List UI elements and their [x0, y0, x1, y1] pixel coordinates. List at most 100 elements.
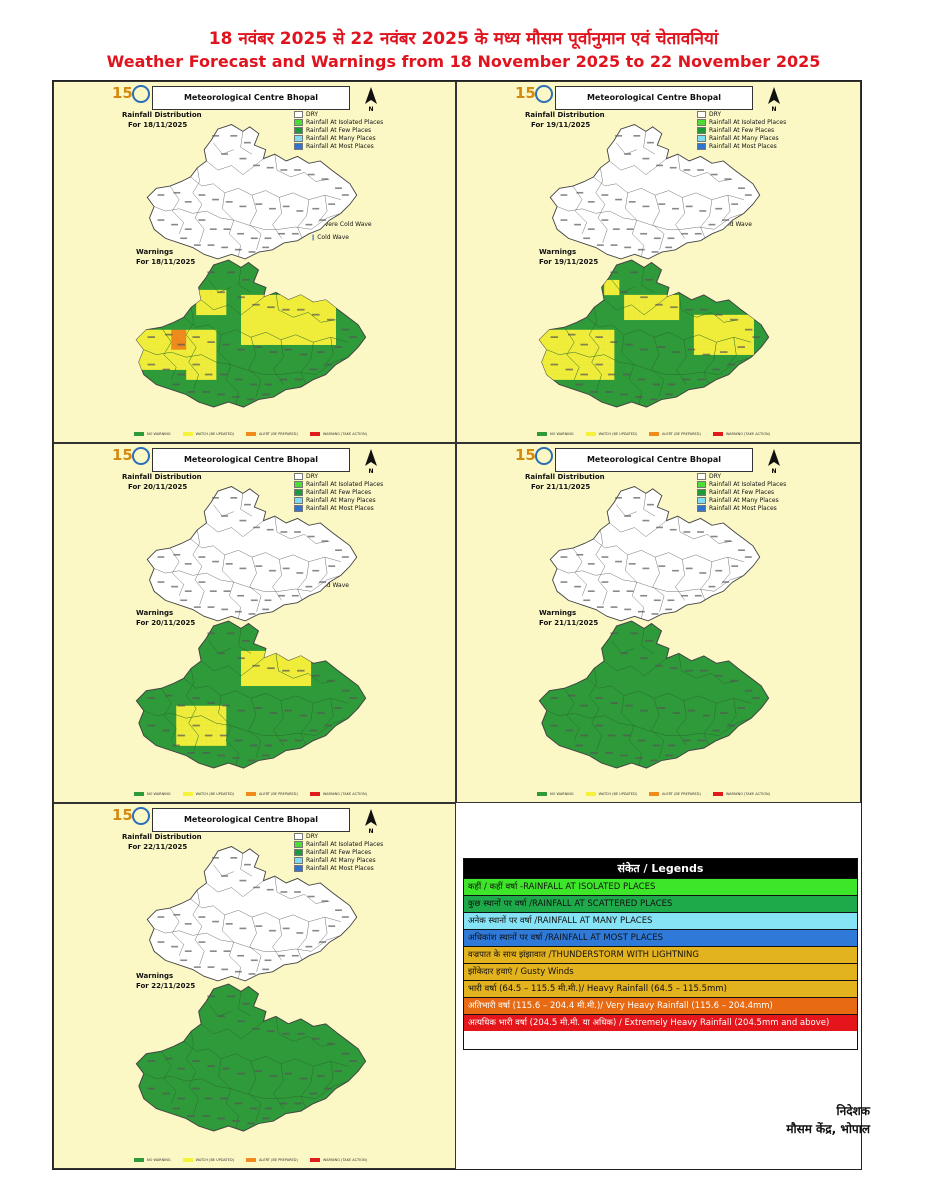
legend-swatch: [294, 472, 303, 480]
legend-label: Rainfall At Many Places: [709, 496, 779, 504]
district-boundaries: [143, 991, 349, 1129]
district-boundaries: [154, 853, 341, 979]
legend-row: कहीं / कहीं वर्षा -RAINFALL AT ISOLATED …: [464, 878, 857, 895]
warning-legend: NO WARNING WATCH (BE UPDATED) ALERT (BE PR…: [134, 1158, 367, 1162]
centre-name-box: Meteorological Centre Bhopal: [152, 448, 350, 472]
warnings-date: For 20/11/2025: [136, 619, 196, 627]
legend-label: Rainfall At Isolated Places: [709, 480, 787, 488]
rainfall-map: [549, 124, 761, 260]
rainfall-legend-item: Rainfall At Many Places: [294, 496, 383, 504]
warning-legend-item: NO WARNING: [537, 792, 574, 796]
warning-swatch: [537, 792, 547, 796]
north-arrow-icon: N: [764, 448, 784, 475]
rainfall-legend: DRY Rainfall At Isolated Places Rainfall A…: [294, 472, 383, 512]
warning-legend-item: WATCH (BE UPDATED): [182, 432, 235, 436]
rainfall-legend-item: Rainfall At Most Places: [294, 142, 383, 150]
imd-150-logo: 150: [515, 446, 557, 474]
warning-label: WARNING (TAKE ACTION): [725, 432, 770, 436]
north-arrow-icon: N: [764, 86, 784, 113]
legend-swatch: [697, 480, 706, 488]
warning-swatch: [309, 792, 320, 796]
centre-name-box: Meteorological Centre Bhopal: [555, 448, 753, 472]
district-labels: [157, 135, 349, 253]
legend-row: भारी वर्षा (64.5 – 115.5 मी.मी.)/ Heavy …: [464, 980, 857, 997]
warning-legend-item: WATCH (BE UPDATED): [585, 792, 637, 796]
legend-swatch: [697, 134, 706, 142]
warning-swatch: [585, 432, 596, 436]
legend-swatch: [294, 856, 303, 864]
district-boundaries: [546, 628, 752, 766]
north-label: N: [771, 468, 776, 474]
rainfall-title: Rainfall Distribution For 21/11/2025: [525, 472, 605, 492]
rainfall-title: Rainfall Distribution For 20/11/2025: [122, 472, 202, 492]
warning-swatch: [537, 432, 547, 436]
warning-label: WATCH (BE UPDATED): [195, 1158, 235, 1162]
forecast-panel-20: 150 Meteorological Centre Bhopal N Rainfall…: [53, 443, 456, 803]
warning-legend-item: WATCH (BE UPDATED): [182, 1158, 235, 1162]
logo-emblem-icon: [132, 85, 150, 103]
warning-legend-item: NO WARNING: [134, 1158, 171, 1162]
thermometer-icon: ǀ: [312, 234, 315, 241]
legend-row: अत्यधिक भारी वर्षा (204.5 मी.मी. या अधिक…: [464, 1014, 857, 1031]
warning-label: NO WARNING: [147, 792, 171, 796]
legend-swatch: [697, 472, 706, 480]
warning-label: WATCH (BE UPDATED): [195, 432, 235, 436]
district-boundaries: [557, 493, 744, 619]
rainfall-title: Rainfall Distribution For 18/11/2025: [122, 110, 202, 130]
north-arrow-icon: N: [361, 808, 381, 835]
warnings-date: For 21/11/2025: [539, 619, 599, 627]
legend-row: वज्रपात के साथ झंझावात /THUNDERSTORM WIT…: [464, 946, 857, 963]
warnings-map: [135, 983, 367, 1132]
legend-swatch: [294, 118, 303, 126]
warning-label: ALERT (BE PREPARED): [259, 1158, 298, 1162]
warnings-date: For 22/11/2025: [136, 982, 196, 990]
legend-label: Rainfall At Many Places: [306, 856, 376, 864]
district-boundaries: [154, 131, 341, 257]
warnings-map: [538, 620, 770, 769]
warning-legend-item: WARNING (TAKE ACTION): [309, 1158, 367, 1162]
legend-swatch: [697, 142, 706, 150]
forecast-grid: 150 Meteorological Centre Bhopal N Rainfall…: [52, 80, 862, 1170]
warning-swatch: [309, 432, 320, 436]
rainfall-legend-item: Rainfall At Few Places: [294, 488, 383, 496]
legend-label: Rainfall At Few Places: [709, 488, 775, 496]
legend-swatch: [294, 496, 303, 504]
warning-legend: NO WARNING WATCH (BE UPDATED) ALERT (BE PR…: [134, 792, 367, 796]
centre-name-box: Meteorological Centre Bhopal: [152, 808, 350, 832]
warning-legend-item: ALERT (BE PREPARED): [246, 792, 298, 796]
imd-150-logo: 150: [112, 806, 154, 834]
imd-150-logo: 150: [112, 84, 154, 112]
legend-label: DRY: [306, 472, 319, 480]
district-labels: [147, 271, 357, 401]
warning-swatch: [134, 432, 144, 436]
warning-legend-item: WATCH (BE UPDATED): [182, 792, 234, 796]
warning-label: ALERT (BE PREPARED): [259, 432, 298, 436]
legend-swatch: [294, 848, 303, 856]
legend-swatch: [697, 126, 706, 134]
forecast-panel-19: 150 Meteorological Centre Bhopal N Rainfall…: [456, 81, 861, 443]
state-outline: [146, 486, 358, 622]
warning-legend-item: NO WARNING: [134, 792, 171, 796]
warning-legend-item: WARNING (TAKE ACTION): [712, 792, 770, 796]
legend-label: Rainfall At Most Places: [709, 504, 777, 512]
north-arrow-icon: N: [361, 448, 381, 475]
warning-label: ALERT (BE PREPARED): [662, 432, 701, 436]
warning-swatch: [134, 1158, 144, 1162]
warning-swatch: [649, 432, 660, 436]
rainfall-legend-item: Rainfall At Most Places: [294, 504, 383, 512]
rainfall-legend: DRY Rainfall At Isolated Places Rainfall A…: [294, 832, 383, 872]
logo-emblem-icon: [535, 447, 553, 465]
state-outline: [538, 620, 770, 769]
legend-label: Rainfall At Isolated Places: [306, 480, 384, 488]
legend-label: DRY: [709, 110, 722, 118]
warnings-heading: Warnings: [539, 248, 577, 256]
warning-swatch: [134, 792, 144, 796]
rainfall-legend-item: Rainfall At Many Places: [697, 496, 786, 504]
title-hindi: 18 नवंबर 2025 से 22 नवंबर 2025 के मध्य म…: [208, 29, 719, 49]
cold-wave-label: Cold Wave: [317, 234, 349, 241]
rainfall-legend-item: Rainfall At Isolated Places: [697, 480, 786, 488]
rainfall-legend-item: DRY: [294, 110, 383, 118]
signature-title: निदेशक: [836, 1104, 870, 1118]
legend-swatch: [294, 504, 303, 512]
legend-row: अधिकांश स्थानों पर वर्षा /RAINFALL AT MO…: [464, 929, 857, 946]
